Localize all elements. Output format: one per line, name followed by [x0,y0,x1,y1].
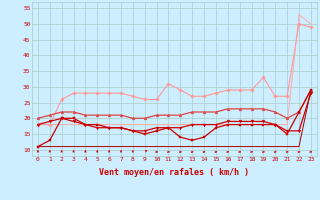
X-axis label: Vent moyen/en rafales ( km/h ): Vent moyen/en rafales ( km/h ) [100,168,249,177]
